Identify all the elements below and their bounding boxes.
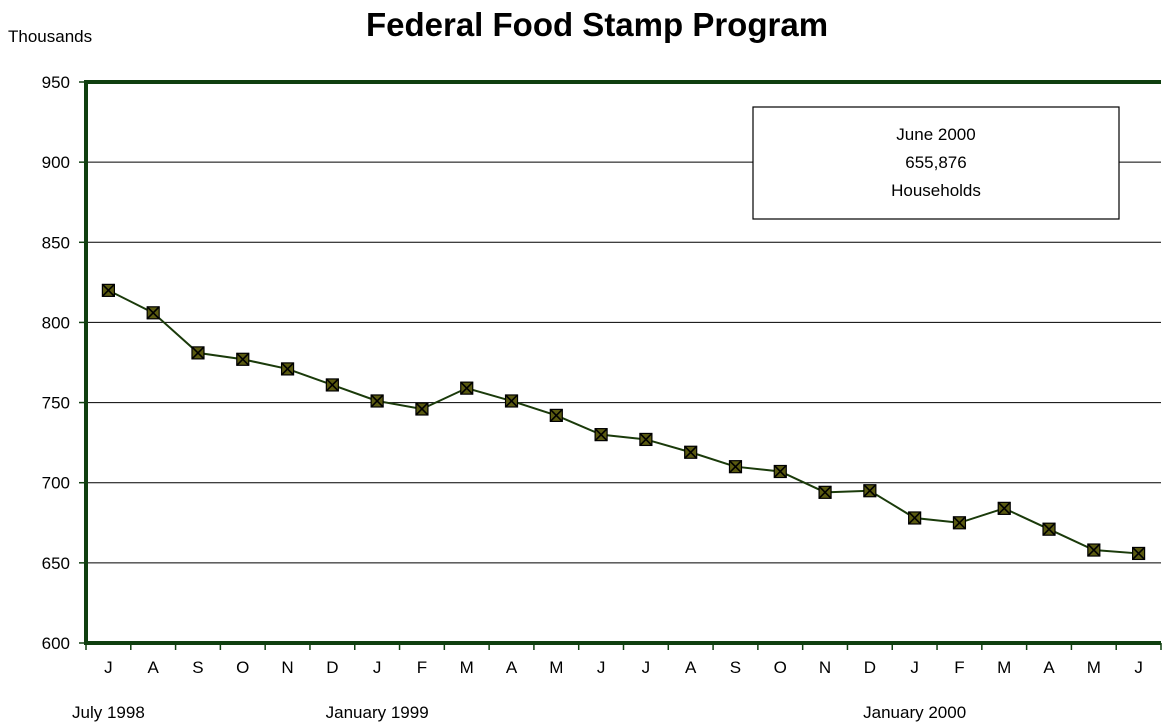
series-line (107, 289, 1139, 555)
x-tick-label: N (819, 658, 831, 677)
data-point (594, 428, 608, 442)
x-tick-label: J (597, 658, 606, 677)
x-tick-label: M (549, 658, 563, 677)
x-tick-label: D (326, 658, 338, 677)
period-label: January 1999 (326, 703, 429, 722)
annotation-box: June 2000 655,876 Households (752, 106, 1120, 220)
data-point (146, 306, 160, 320)
x-tick-label: A (1043, 658, 1055, 677)
x-tick-label: S (192, 658, 203, 677)
x-tick-label: F (954, 658, 964, 677)
y-tick-label: 650 (42, 554, 70, 573)
annotation-box-frame (752, 106, 1120, 220)
data-point (101, 283, 115, 297)
data-point (280, 362, 295, 376)
y-axis-label: Thousands (8, 27, 92, 46)
period-label: July 1998 (72, 703, 145, 722)
y-tick-label: 850 (42, 233, 70, 252)
x-tick-label: S (730, 658, 741, 677)
period-labels: July 1998 January 1999 January 2000 (72, 703, 966, 722)
x-tick-label: J (104, 658, 113, 677)
x-tick-label: A (148, 658, 160, 677)
data-point (370, 394, 384, 408)
period-label: January 2000 (863, 703, 966, 722)
data-point (773, 464, 787, 479)
x-tick-label: A (506, 658, 518, 677)
data-point (191, 346, 205, 360)
chart-title: Federal Food Stamp Program (366, 6, 828, 43)
data-point (639, 432, 653, 447)
y-tick-label: 800 (42, 313, 70, 332)
x-tick-label: J (373, 658, 382, 677)
data-point (325, 378, 339, 392)
data-point (504, 394, 519, 408)
axes (84, 80, 1161, 645)
y-tick-label: 600 (42, 634, 70, 653)
x-tick-label: M (460, 658, 474, 677)
data-point (1132, 546, 1146, 561)
y-tick-label: 700 (42, 474, 70, 493)
x-tick-label: M (1087, 658, 1101, 677)
y-tick-label: 750 (42, 394, 70, 413)
x-tick-label: O (236, 658, 249, 677)
y-tick-label: 950 (42, 73, 70, 92)
data-point (684, 445, 698, 459)
y-tick-label: 900 (42, 153, 70, 172)
data-point (818, 485, 832, 499)
x-tick-label: N (281, 658, 293, 677)
x-tick-label: D (864, 658, 876, 677)
data-point (908, 511, 922, 525)
data-point (997, 501, 1011, 515)
data-point (1042, 522, 1056, 536)
annotation-line-2: 655,876 (905, 153, 966, 172)
x-tick-label: J (642, 658, 651, 677)
data-point (863, 484, 877, 498)
data-point (952, 516, 967, 530)
annotation-line-1: June 2000 (896, 125, 975, 144)
data-point (236, 352, 250, 366)
gridlines (86, 161, 1161, 564)
series (101, 283, 1146, 561)
x-tick-label: J (910, 658, 919, 677)
x-tick-label: A (685, 658, 697, 677)
data-point (460, 381, 474, 395)
data-point (1087, 543, 1101, 557)
x-tick-label: M (997, 658, 1011, 677)
y-ticks: 600 650 700 750 800 850 900 950 (42, 73, 86, 653)
x-tick-label: J (1134, 658, 1143, 677)
data-point (415, 402, 429, 416)
x-tick-label: F (417, 658, 427, 677)
data-point (549, 408, 563, 422)
annotation-line-3: Households (891, 181, 981, 200)
data-point (728, 460, 743, 474)
x-tick-label: O (774, 658, 787, 677)
